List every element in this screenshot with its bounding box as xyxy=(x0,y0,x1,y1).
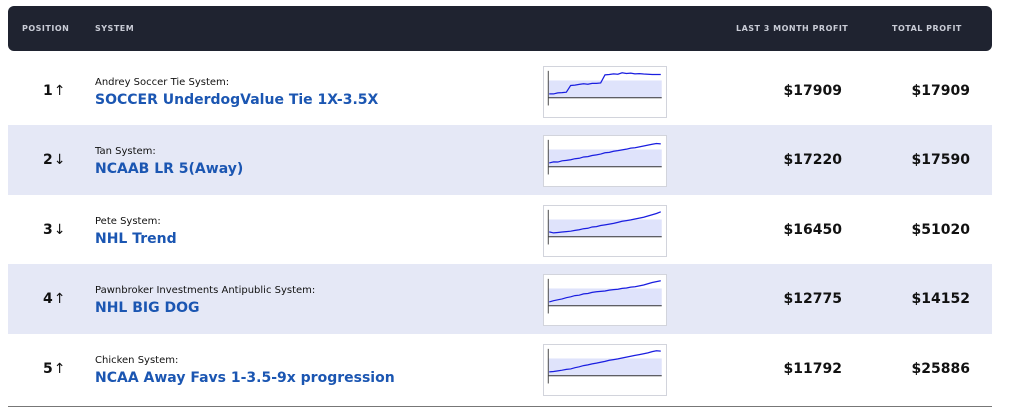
system-owner: Chicken System: xyxy=(95,355,179,366)
sparkline-band xyxy=(548,288,662,306)
system-name-link[interactable]: NCAA Away Favs 1-3.5-9x progression xyxy=(95,370,395,386)
system-name-link[interactable]: NHL Trend xyxy=(95,231,177,247)
profit-sparkline xyxy=(543,66,667,118)
total-profit: $51020 xyxy=(911,222,970,238)
profit-sparkline xyxy=(543,344,667,396)
position-number: 5 xyxy=(43,361,53,377)
last-3-month-profit: $11792 xyxy=(783,361,842,377)
position-number: 1 xyxy=(43,83,53,99)
rank-change-icon: ↑ xyxy=(53,361,66,377)
table-bottom-divider xyxy=(8,406,992,407)
sparkline-band xyxy=(548,219,662,237)
system-owner: Tan System: xyxy=(95,146,156,157)
rank-change-icon: ↑ xyxy=(53,83,66,99)
system-owner: Pete System: xyxy=(95,216,161,227)
system-name-link[interactable]: NHL BIG DOG xyxy=(95,300,200,316)
sparkline-series xyxy=(549,72,661,95)
system-name-link[interactable]: NCAAB LR 5(Away) xyxy=(95,161,244,177)
sparkline-band xyxy=(548,358,662,376)
position-number: 3 xyxy=(43,222,53,238)
header-position: POSITION xyxy=(22,24,70,33)
rank-change-icon: ↑ xyxy=(53,291,66,307)
total-profit: $17590 xyxy=(911,152,970,168)
table-row: 1 ↑ Andrey Soccer Tie System: SOCCER Unde… xyxy=(8,56,992,126)
table-row: 5 ↑ Chicken System: NCAA Away Favs 1-3.5-… xyxy=(8,334,992,404)
position-cell: 1 ↑ xyxy=(43,56,65,126)
header-total-profit: TOTAL PROFIT xyxy=(892,24,962,33)
position-number: 4 xyxy=(43,291,53,307)
position-cell: 4 ↑ xyxy=(43,264,65,334)
table-header: POSITION SYSTEM LAST 3 MONTH PROFIT TOTA… xyxy=(8,6,992,51)
profit-sparkline xyxy=(543,135,667,187)
last-3-month-profit: $16450 xyxy=(783,222,842,238)
position-number: 2 xyxy=(43,152,53,168)
header-system: SYSTEM xyxy=(95,24,135,33)
header-last-3-month-profit: LAST 3 MONTH PROFIT xyxy=(736,24,849,33)
system-owner: Pawnbroker Investments Antipublic System… xyxy=(95,285,316,296)
last-3-month-profit: $17220 xyxy=(783,152,842,168)
sparkline-series xyxy=(549,211,662,234)
system-owner: Andrey Soccer Tie System: xyxy=(95,77,230,88)
total-profit: $17909 xyxy=(911,83,970,99)
sparkline-band xyxy=(548,80,662,98)
sparkline-band xyxy=(548,149,662,167)
table-row: 3 ↓ Pete System: NHL Trend $16450 $51020 xyxy=(8,195,992,265)
sparkline-series xyxy=(549,142,661,164)
rank-change-icon: ↓ xyxy=(53,222,66,238)
rank-change-icon: ↓ xyxy=(53,152,66,168)
total-profit: $14152 xyxy=(911,291,970,307)
profit-sparkline xyxy=(543,205,667,257)
last-3-month-profit: $12775 xyxy=(783,291,842,307)
profit-sparkline xyxy=(543,274,667,326)
sparkline-series xyxy=(549,350,661,373)
total-profit: $25886 xyxy=(911,361,970,377)
table-row: 4 ↑ Pawnbroker Investments Antipublic Sys… xyxy=(8,264,992,334)
sparkline-series xyxy=(549,280,661,303)
table-row: 2 ↓ Tan System: NCAAB LR 5(Away) $17220 $… xyxy=(8,125,992,195)
leaderboard-table: POSITION SYSTEM LAST 3 MONTH PROFIT TOTA… xyxy=(8,6,992,407)
position-cell: 5 ↑ xyxy=(43,334,65,404)
system-name-link[interactable]: SOCCER UnderdogValue Tie 1X-3.5X xyxy=(95,92,379,108)
position-cell: 2 ↓ xyxy=(43,125,65,195)
position-cell: 3 ↓ xyxy=(43,195,65,265)
last-3-month-profit: $17909 xyxy=(783,83,842,99)
